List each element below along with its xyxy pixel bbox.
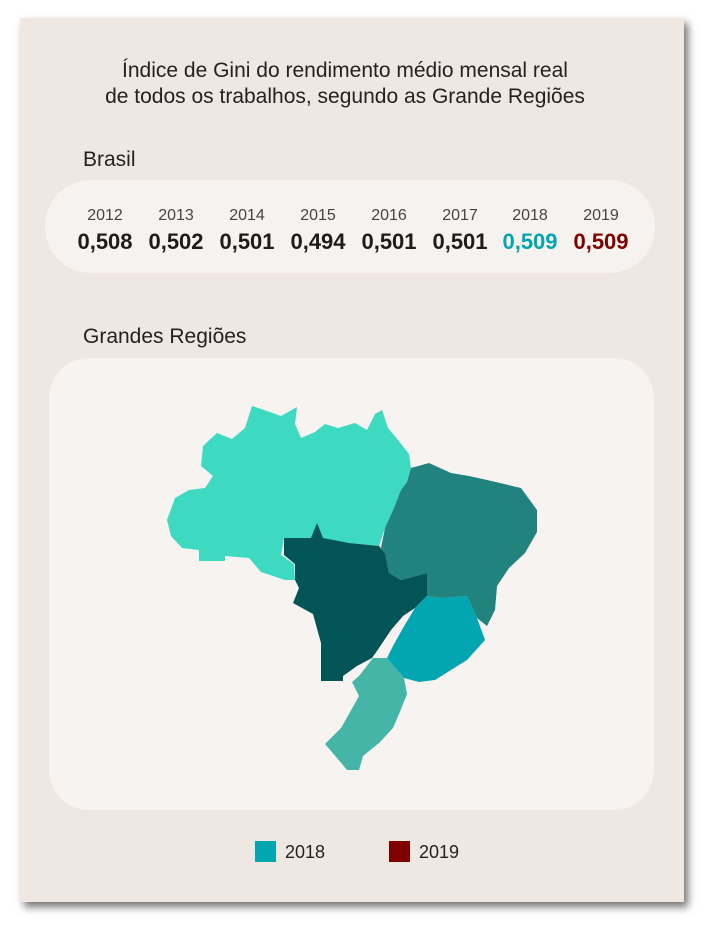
title-line-2: de todos os trabalhos, segundo as Grande… [105, 85, 585, 108]
region-norte[interactable] [167, 406, 411, 580]
legend-label-2018: 2018 [285, 842, 326, 862]
year-column-2012: 2012 0,508 [70, 207, 140, 255]
year-label: 2013 [158, 207, 194, 224]
legend-label-2019: 2019 [419, 842, 460, 862]
year-column-2013: 2013 0,502 [141, 207, 211, 255]
title-line-1: Índice de Gini do rendimento médio mensa… [122, 59, 568, 82]
year-label: 2012 [87, 207, 123, 224]
gini-value: 0,501 [219, 229, 275, 254]
year-label: 2014 [229, 207, 265, 224]
legend-swatch-2019 [389, 841, 410, 862]
year-label: 2018 [512, 207, 548, 224]
region-sudeste[interactable] [387, 596, 485, 682]
gini-value: 0,508 [77, 229, 133, 254]
year-label: 2016 [371, 207, 407, 224]
year-column-2019: 2019 0,509 [566, 207, 636, 255]
legend: 2018 2019 [20, 840, 684, 864]
year-label: 2015 [300, 207, 336, 224]
region-nordeste[interactable] [381, 463, 537, 626]
brasil-years-panel: 2012 0,508 2013 0,502 2014 0,501 2015 0,… [45, 180, 655, 273]
region-sul[interactable] [325, 658, 407, 770]
regioes-section-label: Grandes Regiões [83, 325, 247, 348]
brazil-regions-map [167, 406, 537, 770]
year-label: 2019 [583, 207, 619, 224]
year-column-2015: 2015 0,494 [283, 207, 353, 255]
year-label: 2017 [442, 207, 478, 224]
map-panel [49, 358, 654, 810]
year-column-2016: 2016 0,501 [354, 207, 424, 255]
gini-value: 0,501 [361, 229, 417, 254]
infographic-card: Índice de Gini do rendimento médio mensa… [20, 18, 684, 902]
legend-swatch-2018 [255, 841, 276, 862]
year-column-2017: 2017 0,501 [425, 207, 495, 255]
brasil-section-label: Brasil [83, 148, 136, 171]
gini-value-2018: 0,509 [502, 229, 558, 254]
gini-value: 0,502 [148, 229, 204, 254]
year-column-2018: 2018 0,509 [495, 207, 565, 255]
chart-title: Índice de Gini do rendimento médio mensa… [20, 58, 670, 110]
year-column-2014: 2014 0,501 [212, 207, 282, 255]
gini-value: 0,501 [432, 229, 488, 254]
gini-value-2019: 0,509 [573, 229, 629, 254]
region-centro-oeste[interactable] [284, 523, 427, 681]
gini-value: 0,494 [290, 229, 346, 254]
